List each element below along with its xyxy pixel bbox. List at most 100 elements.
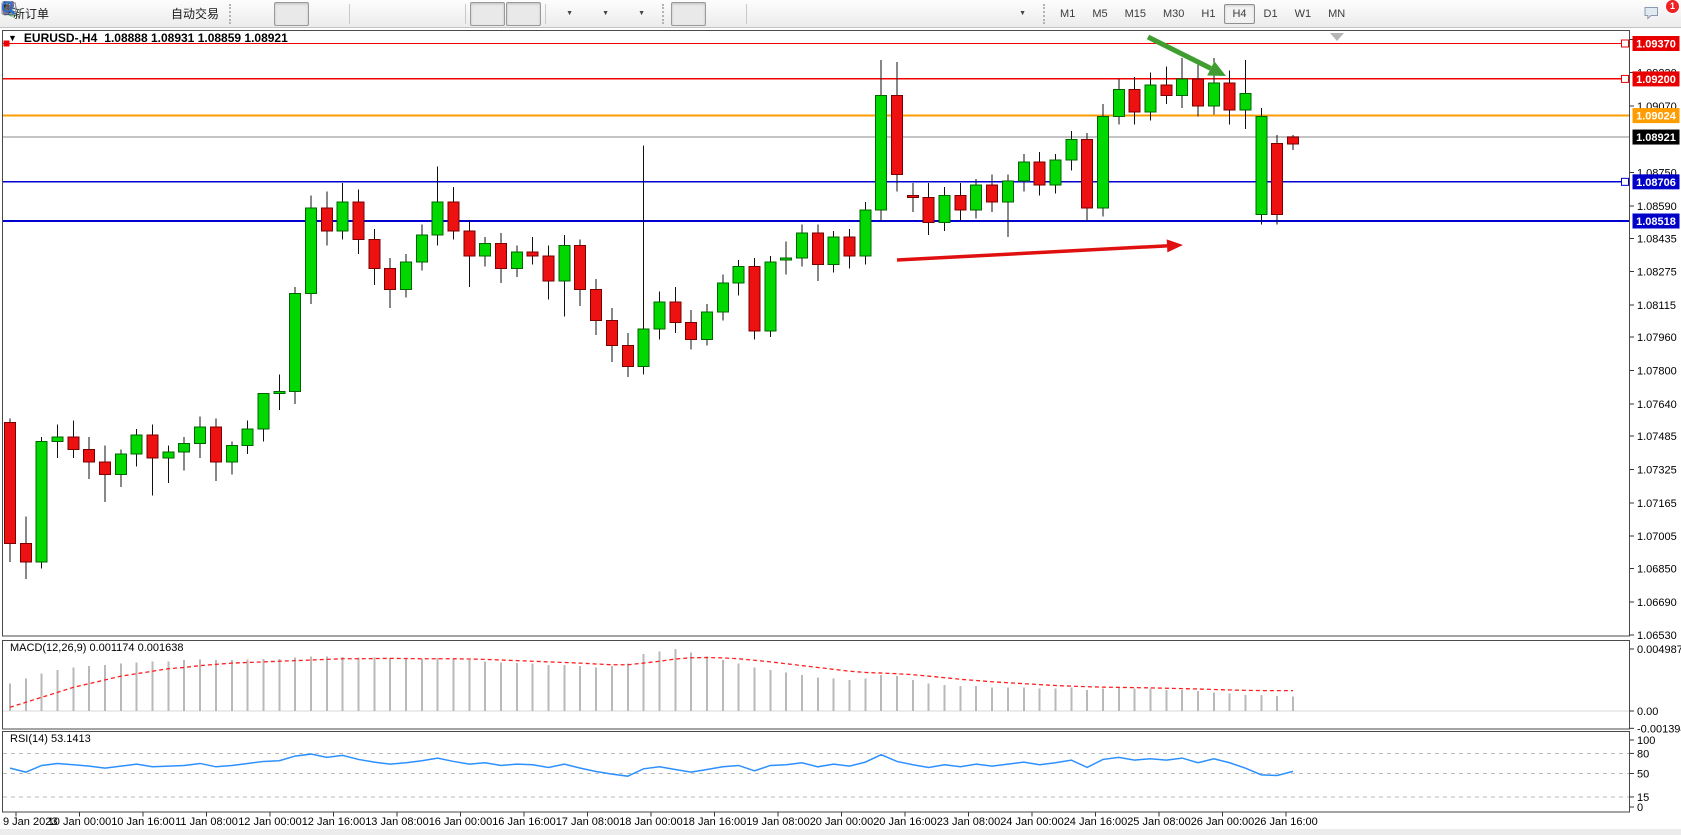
periods-button[interactable]: ▼: [1, 1, 621, 26]
candle: [114, 453, 127, 476]
timeframe-button-h1[interactable]: H1: [1201, 7, 1216, 20]
chevron-down-icon: ▼: [1019, 10, 1026, 17]
timeframe-button-m30[interactable]: M30: [1163, 7, 1185, 20]
candle: [748, 265, 761, 332]
timeframe-button-mn[interactable]: MN: [1328, 7, 1346, 20]
notifications-button[interactable]: 1: [1641, 0, 1680, 26]
candle: [700, 311, 713, 340]
tile-windows-button[interactable]: [2, 2, 461, 26]
svg-text:24 Jan 16:00: 24 Jan 16:00: [1064, 816, 1128, 828]
candle: [304, 207, 317, 294]
chart-ohlc: 1.08888 1.08931 1.08859 1.08921: [104, 31, 288, 45]
svg-text:A: A: [3, 1, 13, 16]
candlestick-chart-button[interactable]: [2, 1, 310, 26]
svg-text:1.07640: 1.07640: [1637, 399, 1677, 411]
svg-text:1.07005: 1.07005: [1637, 531, 1677, 543]
svg-text:1.08590: 1.08590: [1637, 201, 1677, 213]
candle: [352, 201, 365, 240]
horizontal-line-button[interactable]: [2, 2, 822, 26]
gold-bars-button[interactable]: [1, 2, 90, 26]
svg-text:1.08115: 1.08115: [1637, 300, 1676, 312]
chart-symbol: EURUSD-,H4: [23, 31, 98, 45]
arrows-button[interactable]: ▼: [2, 2, 1038, 26]
indicators-button[interactable]: ▼: [2, 2, 585, 26]
candle: [83, 449, 96, 463]
svg-text:0: 0: [1637, 802, 1643, 814]
text-button[interactable]: A: [3, 1, 966, 26]
candle: [1112, 88, 1125, 117]
candle: [400, 261, 412, 290]
fibonacci-button[interactable]: F: [2, 2, 930, 26]
candle: [558, 245, 571, 282]
candle: [495, 242, 508, 269]
svg-text:-0.001394: -0.001394: [1637, 723, 1681, 735]
timeframe-button-w1[interactable]: W1: [1294, 7, 1312, 20]
candle: [1239, 92, 1252, 111]
signal-button[interactable]: [1, 2, 162, 26]
svg-text:1.07800: 1.07800: [1637, 366, 1677, 378]
green-trend-arrow: [1146, 34, 1226, 76]
metaeditor-button[interactable]: [1, 2, 126, 26]
svg-text:1.07165: 1.07165: [1637, 498, 1677, 510]
svg-text:16 Jan 16:00: 16 Jan 16:00: [492, 816, 556, 828]
candle: [1255, 115, 1268, 215]
timeframe-button-d1[interactable]: D1: [1263, 7, 1278, 20]
search-button[interactable]: [2, 1, 1640, 26]
bar-chart-button[interactable]: [2, 2, 273, 26]
svg-text:50: 50: [1637, 769, 1649, 781]
svg-text:20 Jan 16:00: 20 Jan 16:00: [873, 816, 937, 828]
auto-scroll-button[interactable]: [2, 1, 506, 26]
svg-text:1.08921: 1.08921: [1636, 132, 1676, 144]
new-order-label: 新订单: [13, 7, 50, 21]
macd-label: MACD(12,26,9) 0.001174 0.001638: [10, 642, 184, 654]
vertical-line-button[interactable]: [5, 2, 786, 26]
chart-shift-button[interactable]: [2, 1, 542, 26]
candle: [574, 245, 587, 290]
svg-text:26 Jan 00:00: 26 Jan 00:00: [1191, 816, 1255, 828]
candle: [875, 95, 888, 211]
timeframe-button-h4[interactable]: H4: [1224, 3, 1255, 24]
svg-text:1.08275: 1.08275: [1637, 267, 1677, 279]
line-chart-button[interactable]: [1, 2, 345, 26]
svg-text:24 Jan 00:00: 24 Jan 00:00: [1000, 816, 1064, 828]
svg-text:18 Jan 00:00: 18 Jan 00:00: [619, 816, 683, 828]
candle: [1081, 138, 1094, 209]
candle: [1096, 115, 1109, 209]
candle: [415, 234, 428, 263]
svg-text:1.06690: 1.06690: [1637, 597, 1677, 609]
timeframe-button-m5[interactable]: M5: [1092, 7, 1108, 20]
channel-button[interactable]: E: [1, 2, 894, 26]
zoom-in-button[interactable]: [2, 1, 389, 26]
toolbar-separator: [545, 3, 547, 24]
timeframe-button-m15[interactable]: M15: [1124, 7, 1146, 20]
svg-text:25 Jan 08:00: 25 Jan 08:00: [1127, 816, 1191, 828]
timeframe-button-m1[interactable]: M1: [1060, 7, 1076, 20]
zoom-out-button[interactable]: [2, 1, 425, 26]
scroll-marker-icon: [1330, 33, 1344, 41]
svg-text:12 Jan 16:00: 12 Jan 16:00: [302, 816, 366, 828]
templates-button[interactable]: ▼: [1, 2, 657, 26]
candle: [225, 445, 238, 463]
svg-text:23 Jan 08:00: 23 Jan 08:00: [937, 816, 1001, 828]
main-toolbar: 新订单 自动交易: [0, 0, 1681, 28]
candle: [241, 428, 254, 447]
text-label-button[interactable]: T: [1, 2, 1002, 26]
svg-text:0.004987: 0.004987: [1637, 644, 1681, 656]
candle: [431, 201, 444, 236]
chart-dropdown-icon[interactable]: ▼: [8, 33, 17, 43]
candle: [732, 265, 745, 284]
toolbar-separator: [746, 3, 748, 24]
cursor-button[interactable]: [4, 1, 707, 26]
crosshair-button[interactable]: [2, 2, 742, 26]
macd-signal-line: [9, 656, 1294, 708]
candle: [1049, 159, 1062, 186]
candle: [320, 207, 333, 232]
autotrading-button[interactable]: 自动交易: [2, 2, 224, 26]
candle: [1176, 78, 1189, 97]
candle: [859, 209, 872, 257]
candle: [938, 195, 951, 224]
svg-text:11 Jan 08:00: 11 Jan 08:00: [175, 816, 238, 828]
trendline-button[interactable]: [2, 2, 858, 26]
